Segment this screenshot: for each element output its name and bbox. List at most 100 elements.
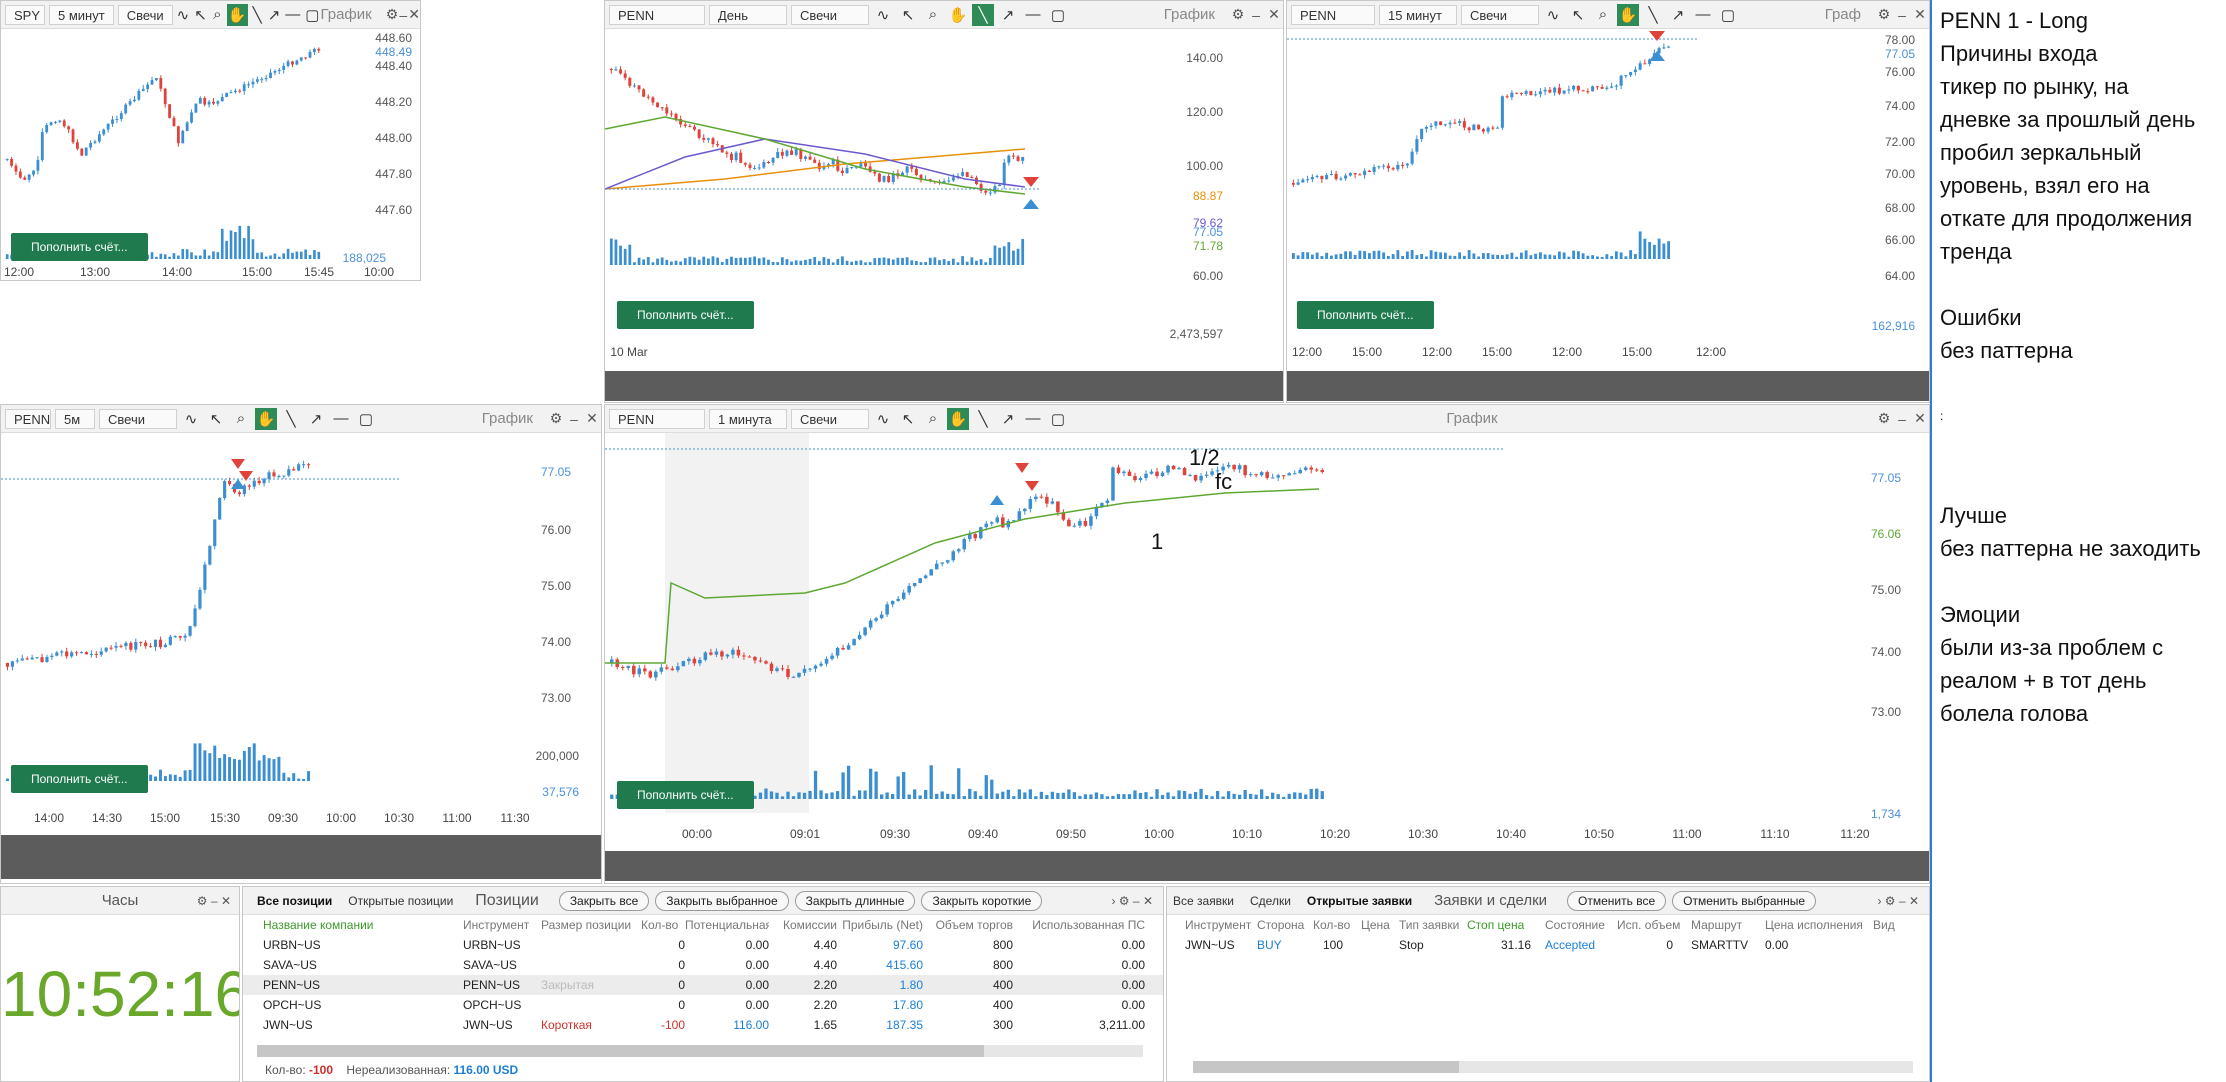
hline-tool-icon[interactable]: — bbox=[1695, 6, 1711, 23]
col-instrument[interactable]: Инструмент bbox=[463, 918, 530, 932]
cursor-icon[interactable]: ↖ bbox=[901, 6, 915, 24]
settings-icon[interactable]: ⚙ bbox=[196, 893, 208, 908]
positions-scrollbar[interactable] bbox=[257, 1045, 1143, 1057]
minimize-icon[interactable]: – bbox=[1898, 6, 1906, 23]
chart-type-select[interactable]: Свечи bbox=[791, 408, 869, 429]
indicator-icon[interactable]: ∿ bbox=[876, 410, 890, 428]
more-icon[interactable]: › bbox=[1111, 893, 1116, 908]
col-fill-price[interactable]: Цена исполнения bbox=[1765, 918, 1863, 932]
settings-icon[interactable]: ⚙ bbox=[1877, 6, 1891, 22]
chart-type-select[interactable]: Свечи bbox=[1461, 4, 1539, 25]
col-kind[interactable]: Вид bbox=[1873, 918, 1895, 932]
rect-tool-icon[interactable]: ▢ bbox=[358, 410, 374, 428]
ticker-field[interactable]: SPY bbox=[5, 4, 45, 25]
minimize-icon[interactable]: – bbox=[1252, 6, 1260, 23]
col-used-bp[interactable]: Использованная ПС bbox=[1032, 918, 1145, 932]
fill-account-button[interactable]: Пополнить счёт... bbox=[617, 301, 754, 329]
close-all-button[interactable]: Закрыть все bbox=[558, 890, 650, 911]
col-qty[interactable]: Кол-во bbox=[1313, 918, 1351, 932]
col-filled[interactable]: Исп. объем bbox=[1617, 918, 1681, 932]
hand-icon[interactable]: ✋ bbox=[948, 6, 968, 24]
interval-select[interactable]: 15 минут bbox=[1379, 4, 1457, 25]
fill-account-button[interactable]: Пополнить счёт... bbox=[617, 781, 754, 809]
settings-icon[interactable]: ⚙ bbox=[385, 6, 399, 22]
chart-navigator[interactable] bbox=[605, 371, 1283, 401]
hand-icon[interactable]: ✋ bbox=[947, 407, 969, 430]
zoom-icon[interactable]: ⌕ bbox=[213, 6, 222, 23]
hline-tool-icon[interactable]: — bbox=[1025, 410, 1041, 427]
chart-type-select[interactable]: Свечи bbox=[117, 4, 173, 25]
settings-icon[interactable]: ⚙ bbox=[1884, 893, 1896, 908]
arrow-tool-icon[interactable]: ↗ bbox=[1001, 6, 1015, 24]
hline-tool-icon[interactable]: — bbox=[1025, 6, 1041, 23]
close-icon[interactable]: ✕ bbox=[220, 893, 231, 908]
col-order-type[interactable]: Тип заявки bbox=[1399, 918, 1460, 932]
close-selected-button[interactable]: Закрыть выбранное bbox=[655, 890, 789, 911]
more-icon[interactable]: › bbox=[1877, 893, 1882, 908]
fill-account-button[interactable]: Пополнить счёт... bbox=[11, 765, 148, 793]
col-company[interactable]: Название компании bbox=[263, 918, 374, 932]
fill-account-button[interactable]: Пополнить счёт... bbox=[1297, 301, 1434, 329]
chart-navigator[interactable] bbox=[1287, 371, 1929, 401]
minimize-icon[interactable]: – bbox=[399, 6, 408, 23]
line-tool-icon[interactable]: ╲ bbox=[972, 3, 994, 26]
indicator-icon[interactable]: ∿ bbox=[876, 6, 890, 24]
minimize-icon[interactable]: – bbox=[1898, 410, 1906, 427]
close-icon[interactable]: ✕ bbox=[586, 410, 598, 426]
fill-account-button[interactable]: Пополнить счёт... bbox=[11, 233, 148, 261]
close-long-button[interactable]: Закрыть длинные bbox=[794, 890, 916, 911]
interval-select[interactable]: День bbox=[709, 4, 787, 25]
scroll-thumb[interactable] bbox=[1193, 1061, 1460, 1073]
zoom-icon[interactable]: ⌕ bbox=[928, 6, 938, 23]
minimize-icon[interactable]: – bbox=[1898, 893, 1906, 908]
col-state[interactable]: Состояние bbox=[1545, 918, 1605, 932]
minimize-icon[interactable]: – bbox=[570, 410, 578, 427]
arrow-tool-icon[interactable]: ↗ bbox=[1671, 6, 1685, 24]
settings-icon[interactable]: ⚙ bbox=[1231, 6, 1245, 22]
col-volume[interactable]: Объем торгов bbox=[935, 918, 1013, 932]
tab-open-positions[interactable]: Открытые позиции bbox=[348, 893, 454, 908]
tab-open-orders[interactable]: Открытые заявки bbox=[1306, 893, 1413, 908]
position-row[interactable]: PENN~US PENN~US Закрытая 0 0.00 2.20 1.80 400 0.… bbox=[243, 975, 1163, 995]
minimize-icon[interactable]: – bbox=[1132, 893, 1140, 908]
position-row[interactable]: SAVA~US SAVA~US 0 0.00 4.40 415.60 800 0.00 bbox=[243, 955, 1163, 975]
price-chart[interactable] bbox=[1287, 29, 1930, 329]
indicator-icon[interactable]: ∿ bbox=[184, 410, 198, 428]
chart-type-select[interactable]: Свечи bbox=[99, 408, 177, 429]
tab-trades[interactable]: Сделки bbox=[1250, 893, 1291, 908]
chart-navigator[interactable] bbox=[1, 835, 601, 879]
ticker-field[interactable]: PENN bbox=[1291, 4, 1375, 25]
hand-icon[interactable]: ✋ bbox=[255, 407, 277, 430]
line-tool-icon[interactable]: ╲ bbox=[978, 410, 988, 428]
orders-scrollbar[interactable] bbox=[1193, 1061, 1913, 1073]
indicator-icon[interactable]: ∿ bbox=[1546, 6, 1560, 24]
arrow-tool-icon[interactable]: ↗ bbox=[267, 6, 281, 24]
cursor-icon[interactable]: ↖ bbox=[901, 410, 915, 428]
zoom-icon[interactable]: ⌕ bbox=[1598, 6, 1608, 23]
interval-select[interactable]: 5м bbox=[55, 408, 95, 429]
hand-icon[interactable]: ✋ bbox=[1617, 3, 1639, 26]
settings-icon[interactable]: ⚙ bbox=[1877, 410, 1891, 426]
interval-select[interactable]: 5 минут bbox=[49, 4, 114, 25]
arrow-tool-icon[interactable]: ↗ bbox=[309, 410, 323, 428]
col-size[interactable]: Размер позиции bbox=[541, 918, 632, 932]
col-potential[interactable]: Потенциальная bbox=[685, 918, 769, 932]
close-icon[interactable]: ✕ bbox=[1142, 893, 1153, 908]
position-row[interactable]: URBN~US URBN~US 0 0.00 4.40 97.60 800 0.00 bbox=[243, 935, 1163, 955]
position-row[interactable]: JWN~US JWN~US Короткая -100 116.00 1.65 187.35… bbox=[243, 1015, 1163, 1035]
price-chart[interactable] bbox=[1, 433, 602, 813]
cursor-icon[interactable]: ↖ bbox=[209, 410, 223, 428]
tab-all-orders[interactable]: Все заявки bbox=[1173, 893, 1235, 908]
rect-tool-icon[interactable]: ▢ bbox=[1050, 6, 1066, 24]
scroll-thumb[interactable] bbox=[257, 1045, 984, 1057]
line-tool-icon[interactable]: ╲ bbox=[252, 6, 262, 24]
close-icon[interactable]: ✕ bbox=[1914, 6, 1926, 22]
settings-icon[interactable]: ⚙ bbox=[549, 410, 563, 426]
indicator-icon[interactable]: ∿ bbox=[176, 6, 190, 24]
close-icon[interactable]: ✕ bbox=[1908, 893, 1919, 908]
close-icon[interactable]: ✕ bbox=[408, 6, 420, 22]
col-side[interactable]: Сторона bbox=[1257, 918, 1305, 932]
hand-icon[interactable]: ✋ bbox=[226, 3, 248, 26]
ticker-field[interactable]: PENN bbox=[609, 408, 705, 429]
price-chart[interactable] bbox=[605, 433, 1930, 813]
